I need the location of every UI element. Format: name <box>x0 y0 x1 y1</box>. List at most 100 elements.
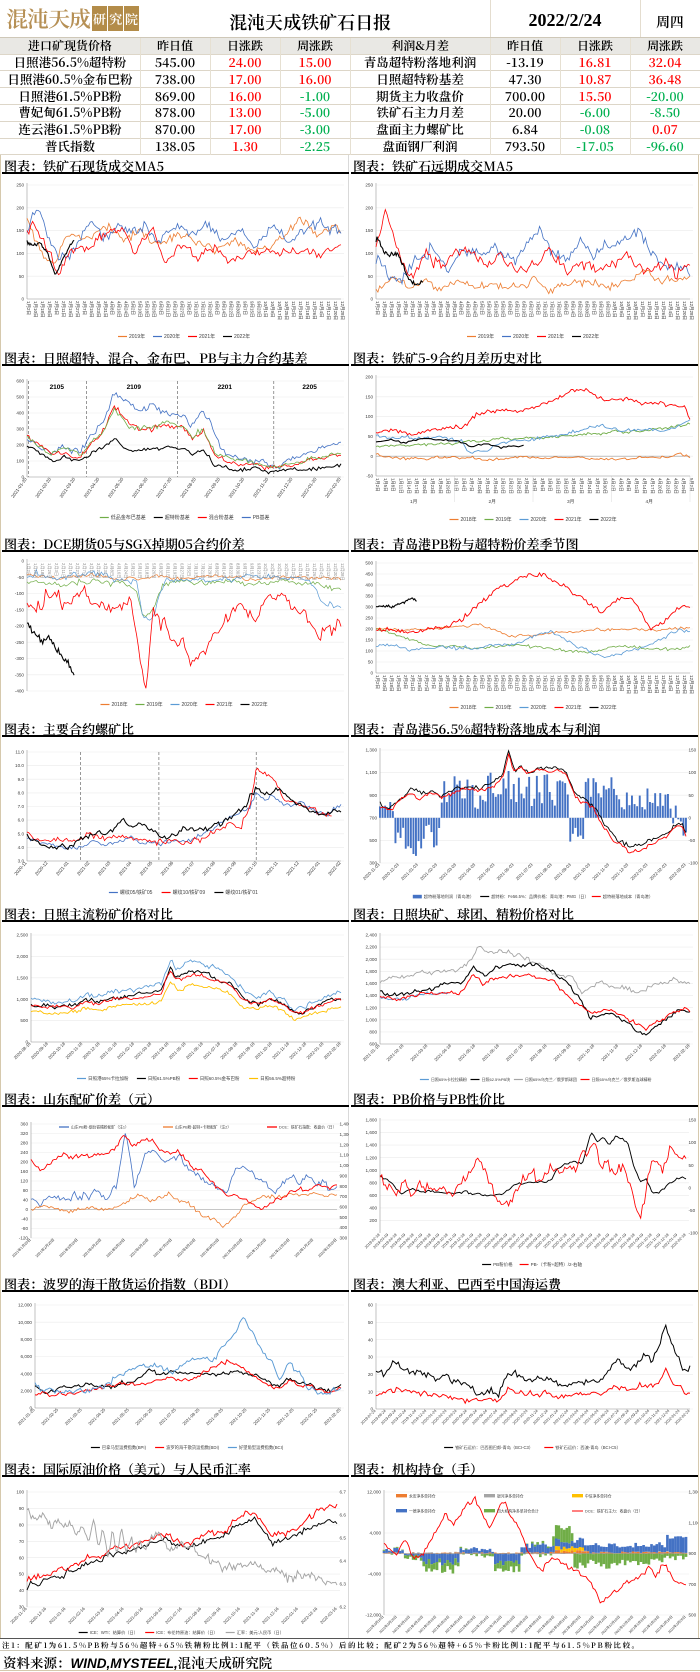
svg-text:400: 400 <box>365 583 373 588</box>
svg-text:3月7日: 3月7日 <box>81 563 87 576</box>
svg-text:2021-06-18: 2021-06-18 <box>481 1043 501 1063</box>
svg-text:2021-03-20: 2021-03-20 <box>59 476 77 498</box>
svg-text:2109: 2109 <box>127 384 142 391</box>
svg-text:250: 250 <box>365 616 373 621</box>
svg-text:-50: -50 <box>689 1208 696 1213</box>
svg-text:350: 350 <box>365 594 373 599</box>
svg-text:60: 60 <box>368 1303 374 1308</box>
svg-text:2021-08: 2021-08 <box>201 860 216 876</box>
svg-text:DCE：铁矿石指数：收盘价（日）: DCE：铁矿石指数：收盘价（日） <box>279 1125 336 1130</box>
svg-text:11月10日: 11月10日 <box>646 301 652 320</box>
svg-text:2205: 2205 <box>302 384 317 391</box>
svg-text:一德净多单持仓: 一德净多单持仓 <box>409 1509 436 1514</box>
svg-text:6月3日: 6月3日 <box>507 675 513 689</box>
svg-text:20: 20 <box>368 1372 374 1377</box>
svg-text:2020年: 2020年 <box>513 333 529 340</box>
svg-text:5月2日: 5月2日 <box>688 478 694 491</box>
svg-text:11月26日: 11月26日 <box>311 301 317 320</box>
svg-text:30: 30 <box>19 1605 25 1610</box>
svg-text:2022-02-16: 2022-02-16 <box>300 1606 319 1625</box>
svg-text:10月25日: 10月25日 <box>632 675 638 694</box>
svg-text:超特粉：Fe56.5%：品牌价格：青岛港：PMG（日）: 超特粉：Fe56.5%：品牌价格：青岛港：PMG（日） <box>491 893 589 900</box>
svg-text:2018年: 2018年 <box>461 704 477 711</box>
svg-text:2018年: 2018年 <box>461 516 477 523</box>
svg-text:2021-03-25: 2021-03-25 <box>64 1407 84 1427</box>
svg-text:10月17日: 10月17日 <box>276 301 282 320</box>
svg-text:3月31日: 3月31日 <box>102 301 108 318</box>
svg-text:1,300: 1,300 <box>689 1490 699 1495</box>
svg-text:0: 0 <box>21 559 24 564</box>
svg-text:2022-03-03: 2022-03-03 <box>668 862 688 882</box>
svg-text:9月7日: 9月7日 <box>241 563 247 576</box>
svg-text:9月7日: 9月7日 <box>241 301 247 315</box>
svg-text:12月4日: 12月4日 <box>318 563 324 578</box>
svg-text:4月20日: 4月20日 <box>657 478 663 494</box>
svg-text:6.4: 6.4 <box>340 1559 347 1564</box>
svg-text:2022-01-25: 2022-01-25 <box>299 1407 319 1427</box>
svg-text:1,000: 1,000 <box>366 1017 378 1022</box>
svg-text:2021-10-25: 2021-10-25 <box>228 1407 248 1427</box>
svg-text:6.3: 6.3 <box>340 1582 347 1587</box>
svg-text:3月18日: 3月18日 <box>570 478 576 494</box>
svg-text:8月6日: 8月6日 <box>562 675 568 689</box>
svg-text:2021-09-20: 2021-09-20 <box>203 476 221 498</box>
svg-text:80: 80 <box>19 1522 25 1527</box>
svg-text:1,000: 1,000 <box>17 997 29 1002</box>
svg-text:9月23日: 9月23日 <box>255 563 261 578</box>
svg-text:3月6日: 3月6日 <box>539 478 545 491</box>
svg-text:500: 500 <box>16 395 24 400</box>
svg-text:2月27日: 2月27日 <box>423 301 429 318</box>
svg-text:6月3日: 6月3日 <box>158 563 164 576</box>
svg-text:2021-11-25: 2021-11-25 <box>252 1407 271 1426</box>
svg-text:60: 60 <box>19 1555 25 1560</box>
svg-text:2022-02: 2022-02 <box>327 860 342 876</box>
svg-text:160: 160 <box>20 1169 28 1174</box>
svg-text:3月21日: 3月21日 <box>578 478 584 494</box>
svg-text:2021-01-20: 2021-01-20 <box>10 476 28 498</box>
svg-text:3月15日: 3月15日 <box>437 675 443 692</box>
svg-text:10月25日: 10月25日 <box>632 301 638 320</box>
svg-text:500: 500 <box>369 838 377 843</box>
svg-text:2月3日: 2月3日 <box>402 675 408 689</box>
svg-text:2021-09-03: 2021-09-03 <box>553 862 573 882</box>
svg-text:4月24日: 4月24日 <box>472 301 478 318</box>
svg-text:2021-01-03: 2021-01-03 <box>400 862 420 882</box>
svg-text:2021-01: 2021-01 <box>55 860 70 876</box>
svg-text:40: 40 <box>23 1198 29 1203</box>
svg-text:6月27日: 6月27日 <box>528 301 534 318</box>
svg-text:320: 320 <box>20 1131 28 1136</box>
svg-text:100: 100 <box>365 251 373 256</box>
svg-text:2022-02-20: 2022-02-20 <box>324 476 342 498</box>
svg-text:600: 600 <box>369 1042 377 1047</box>
svg-text:5月26日: 5月26日 <box>500 301 506 318</box>
svg-text:DCE：铁矿石主力：收盘价（日）: DCE：铁矿石主力：收盘价（日） <box>585 1509 642 1514</box>
svg-text:0: 0 <box>25 1040 28 1045</box>
svg-text:8月22日: 8月22日 <box>576 675 582 692</box>
svg-text:日照61.5%PB粉: 日照61.5%PB粉 <box>148 1075 181 1082</box>
svg-text:1月26日: 1月26日 <box>46 301 52 318</box>
svg-text:1,200: 1,200 <box>366 1155 378 1160</box>
svg-text:2021年: 2021年 <box>548 333 564 340</box>
svg-text:ICE：WTI：结算价（日）: ICE：WTI：结算价（日） <box>90 1629 138 1636</box>
svg-text:2021-11-16: 2021-11-16 <box>242 1606 261 1625</box>
svg-text:7月21日: 7月21日 <box>199 563 205 578</box>
svg-text:1月: 1月 <box>410 499 417 505</box>
svg-text:2021-12-25: 2021-12-25 <box>276 1407 296 1427</box>
svg-text:1月2日: 1月2日 <box>25 301 31 315</box>
svg-text:铁矿石运价：西澳-青岛（BCI-C5）: 铁矿石运价：西澳-青岛（BCI-C5） <box>555 1444 620 1451</box>
svg-text:1月2日: 1月2日 <box>374 675 380 689</box>
svg-text:2021-07-18: 2021-07-18 <box>505 1043 525 1063</box>
svg-text:2020-12-16: 2020-12-16 <box>28 1606 47 1625</box>
svg-text:450: 450 <box>365 572 373 577</box>
svg-text:2021-06-03: 2021-06-03 <box>496 862 516 882</box>
svg-text:2021年5月20日: 2021年5月20日 <box>105 1237 126 1258</box>
svg-text:0: 0 <box>29 1406 32 1411</box>
svg-text:2021-11-20: 2021-11-20 <box>252 476 270 498</box>
svg-text:5月18日: 5月18日 <box>144 563 150 578</box>
svg-text:8月14日: 8月14日 <box>220 563 226 578</box>
svg-text:-4,000: -4,000 <box>368 1572 381 1577</box>
svg-text:1,400: 1,400 <box>366 1143 378 1148</box>
svg-text:11月26日: 11月26日 <box>660 301 666 320</box>
svg-text:11月10日: 11月10日 <box>297 301 303 320</box>
svg-text:2,000: 2,000 <box>366 957 378 962</box>
